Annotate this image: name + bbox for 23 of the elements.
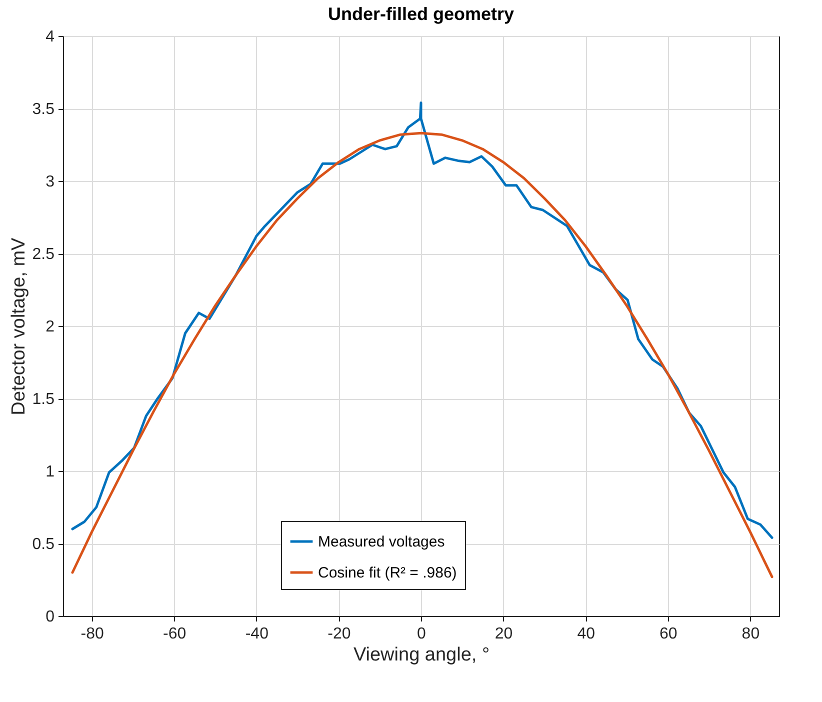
y-tick-label: 4 <box>46 28 55 46</box>
x-tick-label: -60 <box>163 626 186 642</box>
legend-label: Measured voltages <box>318 534 445 550</box>
x-tick-label: -40 <box>245 626 269 642</box>
y-tick-label: 0 <box>46 608 55 626</box>
y-tick-label: 0.5 <box>32 536 55 553</box>
chart-title: Under-filled geometry <box>328 4 514 24</box>
x-tick-label: -80 <box>80 626 104 642</box>
x-tick-label: -20 <box>328 626 351 642</box>
legend-label: Cosine fit (R² = .986) <box>318 564 457 582</box>
y-tick-label: 2.5 <box>32 246 55 263</box>
y-axis-title: Detector voltage, mV <box>8 237 30 416</box>
x-tick-label: 60 <box>660 626 678 642</box>
y-tick-label: 2 <box>46 318 55 336</box>
y-tick-label: 3 <box>46 174 55 190</box>
x-tick-label: 40 <box>577 626 596 642</box>
x-tick-label: 0 <box>417 626 426 642</box>
y-tick-label: 3.5 <box>32 101 55 118</box>
x-tick-label: 20 <box>494 626 513 642</box>
x-tick-label: 80 <box>742 626 760 642</box>
x-axis-title: Viewing angle, ° <box>353 644 490 666</box>
y-tick-label: 1 <box>46 464 55 480</box>
y-tick-label: 1.5 <box>32 391 55 408</box>
